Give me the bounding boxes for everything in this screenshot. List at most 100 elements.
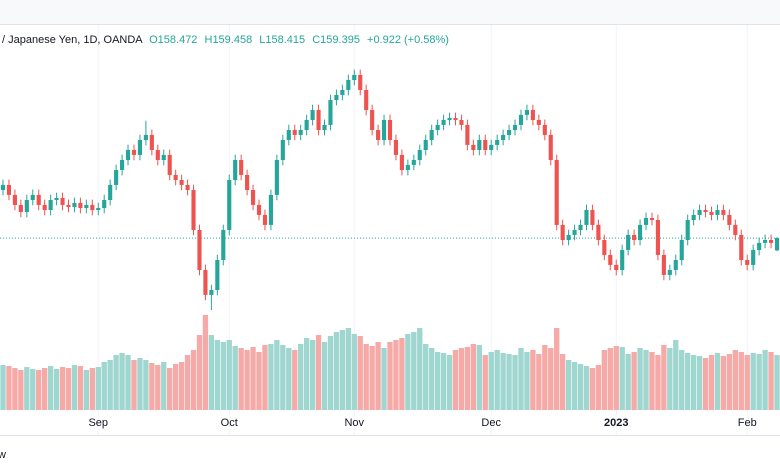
candle-body — [274, 160, 279, 195]
volume-bar — [268, 344, 274, 410]
candle-body — [78, 202, 83, 208]
candle-body — [572, 230, 577, 235]
candle-body — [48, 200, 53, 210]
volume-bar — [756, 354, 762, 410]
candle-body — [643, 218, 649, 225]
volume-bar — [607, 348, 613, 410]
volume-bar — [589, 368, 596, 410]
volume-bar — [530, 350, 536, 410]
candle-body — [66, 204, 71, 207]
x-tick-label: 2023 — [604, 417, 628, 429]
volume-bar — [690, 355, 697, 410]
volume-bar — [280, 345, 286, 410]
candle-body — [745, 260, 750, 265]
volume-bar — [95, 367, 101, 410]
volume-bar — [381, 348, 387, 410]
footer-text: w — [0, 449, 6, 461]
candle-body — [191, 190, 196, 230]
volume-bar — [411, 332, 417, 410]
volume-bar — [768, 352, 774, 410]
volume-bar — [744, 355, 750, 410]
candle-body — [72, 202, 77, 207]
volume-bar — [518, 348, 524, 410]
candle-body — [733, 224, 738, 235]
volume-bar — [77, 366, 84, 410]
volume-bar — [303, 338, 310, 410]
volume-bar — [673, 340, 679, 410]
candle-body — [602, 240, 607, 255]
volume-bar — [298, 344, 304, 410]
volume-bar — [464, 347, 471, 410]
candle-body — [30, 194, 35, 200]
candle-body — [316, 110, 321, 130]
volume-bar — [0, 365, 6, 410]
volume-bar — [452, 350, 459, 410]
candle-body — [310, 110, 315, 120]
candle-body — [530, 110, 535, 120]
candle-body — [387, 120, 393, 140]
volume-bar — [470, 344, 477, 410]
candle-body — [179, 180, 184, 185]
volume-bar — [178, 362, 185, 410]
candle-body — [292, 130, 297, 135]
volume-bar — [500, 353, 506, 410]
volume-bar — [12, 368, 18, 410]
candle-body — [489, 144, 494, 150]
volume-bar — [327, 336, 334, 410]
candle-body — [578, 224, 583, 230]
candle-body — [661, 254, 666, 275]
candle-body — [459, 120, 464, 125]
candle-body — [185, 184, 190, 190]
volume-bar — [554, 328, 560, 410]
volume-bar — [220, 342, 226, 410]
volume-bar — [250, 347, 256, 410]
candle-body — [42, 204, 47, 210]
candle-body — [18, 204, 23, 212]
volume-bar — [321, 342, 328, 410]
volume-bar — [309, 340, 316, 410]
candle-body — [495, 140, 500, 145]
candle-body — [322, 124, 327, 130]
candle-body — [227, 180, 232, 230]
volume-bar — [167, 368, 173, 410]
volume-bar — [738, 352, 744, 410]
candle-body — [90, 204, 95, 210]
volume-bar — [357, 336, 363, 410]
candle-body — [286, 130, 291, 140]
candle-body — [423, 140, 428, 150]
candle-body — [405, 164, 410, 170]
open-value: O158.472 — [149, 34, 197, 46]
volume-bar — [89, 368, 95, 410]
change-value: +0.922 (+0.58%) — [367, 34, 449, 46]
candle-body — [655, 220, 660, 255]
candle-body — [649, 218, 655, 220]
candle-body — [24, 200, 29, 212]
candle-body — [328, 100, 333, 125]
candle-body — [685, 220, 690, 240]
candle-body — [483, 140, 488, 150]
candle-body — [381, 120, 387, 140]
volume-bar — [292, 350, 298, 410]
volume-bar — [619, 347, 625, 410]
volume-bar — [339, 330, 346, 410]
volume-bar — [559, 354, 566, 410]
candle-body — [256, 204, 262, 215]
volume-bar — [542, 345, 548, 410]
volume-bar — [583, 366, 590, 410]
volume-bar — [101, 362, 107, 410]
volume-bar — [131, 360, 137, 410]
candle-body — [608, 254, 613, 265]
candle-body — [108, 184, 113, 200]
volume-bar — [345, 328, 351, 410]
candle-body — [727, 214, 732, 225]
low-value: L158.415 — [259, 34, 305, 46]
volume-bar — [655, 355, 661, 410]
candle-body — [709, 212, 714, 215]
volume-bar — [226, 340, 232, 410]
candle-body — [262, 214, 268, 225]
symbol: / Japanese Yen, 1D, OANDA — [2, 34, 143, 46]
volume-bar — [184, 355, 191, 410]
volume-bar — [512, 355, 518, 410]
candle-body — [536, 120, 541, 125]
candle-body — [161, 154, 166, 160]
